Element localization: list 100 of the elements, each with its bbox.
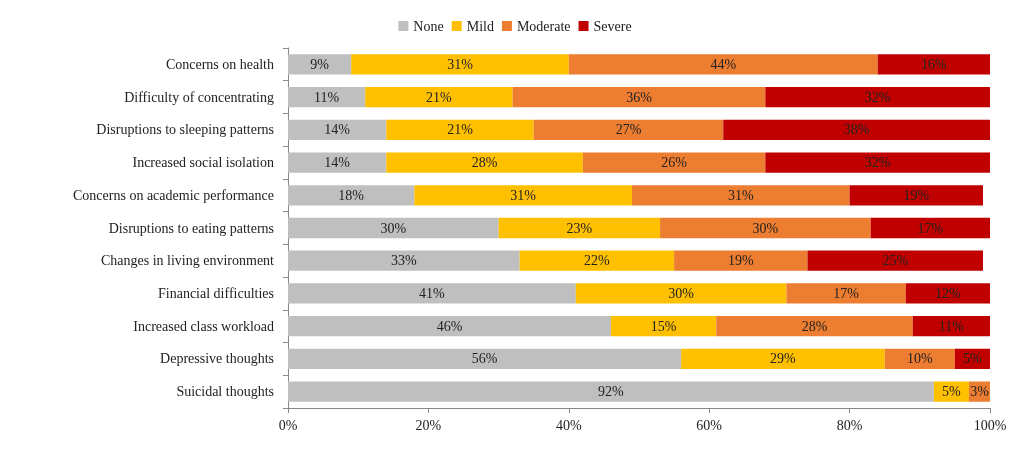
data-label: 33%	[390, 253, 417, 269]
bar	[631, 185, 850, 206]
bar	[568, 54, 878, 75]
bar	[765, 86, 990, 108]
bar	[288, 250, 520, 271]
data-label: 19%	[727, 253, 754, 269]
x-tick-label: 100%	[973, 417, 1007, 433]
bar	[512, 86, 766, 108]
data-label: 30%	[752, 220, 779, 236]
data-label: 32%	[864, 155, 891, 171]
data-label: 5%	[942, 384, 962, 400]
bar	[870, 217, 990, 239]
data-label: 16%	[921, 56, 947, 72]
bar	[365, 86, 513, 108]
data-label: 18%	[338, 187, 365, 203]
bar	[498, 217, 661, 239]
bar	[807, 250, 983, 271]
data-label: 28%	[471, 155, 498, 171]
data-label: 5%	[963, 351, 983, 367]
data-label: 32%	[864, 89, 891, 105]
data-label: 44%	[710, 56, 737, 72]
y-tick-label: Disruptions to eating patterns	[108, 220, 274, 236]
legend-label: Severe	[593, 18, 632, 34]
bar	[288, 54, 352, 75]
data-label: 27%	[615, 122, 642, 138]
y-tick-label: Concerns on academic performance	[73, 187, 274, 203]
legend-label: Moderate	[516, 18, 571, 34]
data-label: 3%	[970, 384, 990, 400]
data-label: 17%	[917, 220, 944, 236]
bar	[288, 86, 366, 108]
bar	[912, 316, 990, 337]
y-tick-label: Increased class workload	[133, 318, 274, 334]
data-label: 31%	[447, 56, 474, 72]
bar	[905, 283, 990, 304]
bar	[786, 283, 906, 304]
bar	[288, 381, 934, 402]
bar	[519, 250, 675, 271]
data-label: 17%	[833, 285, 860, 301]
bar	[288, 217, 499, 239]
bar	[674, 250, 808, 271]
bar	[288, 316, 611, 337]
data-label: 21%	[426, 89, 453, 105]
legend-label: None	[413, 18, 444, 34]
bar	[575, 283, 787, 304]
bar	[288, 283, 576, 304]
bar	[681, 348, 885, 370]
y-tick-label: Suicidal thoughts	[176, 384, 274, 400]
data-label: 46%	[436, 318, 463, 334]
data-label: 38%	[843, 122, 870, 138]
data-label: 10%	[906, 351, 933, 367]
data-label: 31%	[510, 187, 537, 203]
data-label: 11%	[314, 89, 340, 105]
legend-label: Mild	[466, 18, 494, 34]
y-tick-label: Changes in living environment	[100, 253, 275, 269]
bar	[386, 119, 534, 140]
bar	[877, 54, 990, 75]
data-label: 56%	[471, 351, 498, 367]
data-label: 15%	[650, 318, 677, 334]
y-tick-label: Difficulty of concentrating	[124, 89, 274, 105]
bar	[288, 185, 415, 206]
bar	[610, 316, 717, 337]
y-tick-label: Increased social isolation	[132, 155, 274, 171]
bar	[414, 185, 632, 206]
bar	[660, 217, 871, 239]
data-label: 41%	[419, 285, 446, 301]
data-label: 30%	[668, 285, 695, 301]
data-label: 36%	[626, 89, 653, 105]
x-tick-label: 60%	[696, 417, 723, 433]
y-tick-label: Concerns on health	[165, 56, 274, 72]
x-tick-label: 40%	[555, 417, 582, 433]
y-tick-label: Financial difficulties	[158, 285, 274, 301]
data-label: 23%	[566, 220, 593, 236]
bar	[849, 185, 983, 206]
bar	[765, 152, 990, 173]
data-label: 28%	[801, 318, 828, 334]
y-tick-label: Depressive thoughts	[160, 351, 274, 367]
y-tick-label: Disruptions to sleeping patterns	[96, 122, 274, 138]
bar	[723, 119, 990, 140]
data-label: 21%	[447, 122, 474, 138]
bar	[288, 119, 387, 140]
data-label: 11%	[938, 318, 965, 334]
data-label: 26%	[661, 155, 688, 171]
data-label: 9%	[310, 56, 330, 72]
bar	[351, 54, 569, 75]
data-label: 19%	[903, 187, 930, 203]
data-label: 25%	[882, 253, 909, 269]
data-label: 30%	[380, 220, 407, 236]
data-label: 31%	[727, 187, 754, 203]
x-tick-label: 0%	[278, 417, 298, 433]
data-label: 92%	[598, 384, 625, 400]
data-label: 12%	[935, 285, 962, 301]
x-tick-label: 20%	[415, 417, 442, 433]
data-label: 22%	[584, 253, 611, 269]
x-tick-label: 80%	[836, 417, 863, 433]
bar	[288, 348, 682, 370]
bar	[288, 152, 387, 173]
bar	[533, 119, 724, 140]
bar	[386, 152, 583, 173]
data-label: 14%	[324, 122, 351, 138]
data-label: 29%	[770, 351, 797, 367]
